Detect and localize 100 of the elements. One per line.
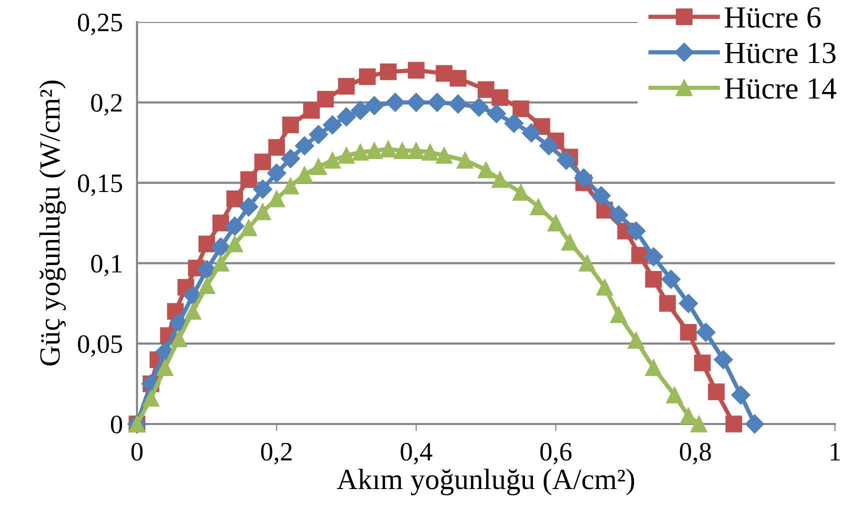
point bbox=[592, 186, 611, 206]
y-axis-title: Güç yoğunluğu (W/cm²) bbox=[39, 80, 66, 366]
point bbox=[198, 236, 216, 252]
point bbox=[422, 144, 438, 161]
point bbox=[696, 322, 716, 342]
point bbox=[680, 324, 697, 341]
point bbox=[282, 116, 299, 134]
point bbox=[254, 203, 271, 220]
point bbox=[512, 100, 530, 118]
point bbox=[486, 104, 506, 124]
point bbox=[338, 78, 355, 95]
point bbox=[336, 107, 356, 126]
point bbox=[659, 295, 676, 312]
y-tick-label: 0,1 bbox=[91, 254, 122, 276]
point bbox=[408, 142, 425, 159]
point bbox=[492, 171, 508, 188]
point bbox=[578, 254, 596, 272]
point bbox=[745, 414, 764, 434]
point bbox=[448, 94, 468, 114]
point bbox=[645, 270, 662, 288]
legend-label: Hücre 6 bbox=[724, 7, 821, 28]
point bbox=[352, 144, 369, 161]
point bbox=[350, 100, 370, 120]
point bbox=[469, 98, 489, 117]
point bbox=[626, 222, 646, 241]
x-tick-label: 0,4 bbox=[400, 442, 432, 464]
point bbox=[628, 332, 644, 349]
point bbox=[267, 164, 286, 183]
point bbox=[610, 306, 627, 323]
point bbox=[366, 142, 383, 159]
point bbox=[690, 416, 708, 432]
point bbox=[512, 184, 530, 201]
point bbox=[324, 152, 341, 169]
point bbox=[240, 219, 258, 236]
point bbox=[380, 140, 397, 158]
point bbox=[547, 214, 564, 232]
y-tick-label: 0 bbox=[110, 416, 122, 434]
point bbox=[294, 136, 314, 156]
point bbox=[212, 214, 230, 232]
point bbox=[317, 90, 334, 108]
point bbox=[539, 136, 558, 156]
point bbox=[456, 152, 474, 169]
point bbox=[631, 246, 648, 264]
x-tick-label: 1 bbox=[830, 442, 840, 460]
point bbox=[574, 168, 594, 188]
y-tick-label: 0,2 bbox=[91, 94, 122, 116]
point bbox=[478, 162, 494, 178]
point bbox=[731, 386, 750, 405]
point bbox=[212, 254, 230, 272]
y-tick-label: 0,15 bbox=[78, 174, 122, 196]
point bbox=[296, 166, 313, 184]
point bbox=[561, 234, 578, 251]
x-tick-label: 0,8 bbox=[680, 442, 711, 464]
point bbox=[303, 102, 320, 119]
point bbox=[198, 277, 216, 294]
point bbox=[197, 260, 216, 280]
point bbox=[406, 92, 426, 112]
point bbox=[492, 89, 508, 106]
y-tick-label: 0,25 bbox=[78, 14, 122, 36]
point bbox=[338, 147, 355, 164]
point bbox=[281, 149, 300, 168]
legend-label: Hücre 14 bbox=[724, 78, 836, 99]
point bbox=[268, 190, 285, 208]
point bbox=[240, 171, 258, 188]
point bbox=[394, 142, 411, 159]
point bbox=[364, 96, 384, 116]
point bbox=[725, 416, 742, 432]
point bbox=[322, 115, 342, 134]
point bbox=[254, 154, 271, 170]
point bbox=[596, 278, 613, 296]
point bbox=[386, 92, 405, 112]
point bbox=[428, 92, 447, 112]
point bbox=[556, 150, 576, 170]
point bbox=[522, 123, 541, 142]
point bbox=[226, 236, 244, 252]
point bbox=[211, 238, 230, 257]
point bbox=[714, 350, 733, 370]
point bbox=[184, 303, 202, 320]
point bbox=[644, 247, 664, 266]
x-tick-label: 0,6 bbox=[540, 442, 572, 464]
legend-label: Hücre 13 bbox=[724, 42, 836, 64]
point bbox=[226, 190, 244, 208]
point bbox=[268, 139, 285, 156]
point bbox=[170, 330, 188, 348]
y-tick-label: 0,05 bbox=[78, 335, 122, 357]
point bbox=[239, 197, 258, 216]
point bbox=[609, 205, 628, 224]
point bbox=[661, 270, 681, 289]
point bbox=[282, 178, 299, 194]
point bbox=[310, 158, 327, 176]
point bbox=[380, 64, 397, 80]
point bbox=[436, 147, 452, 164]
point bbox=[645, 359, 662, 376]
point bbox=[359, 68, 376, 86]
point bbox=[450, 70, 466, 87]
point bbox=[253, 180, 272, 199]
point bbox=[408, 62, 425, 79]
point bbox=[142, 390, 160, 407]
x-tick-label: 0,2 bbox=[261, 442, 292, 464]
point bbox=[156, 359, 174, 376]
